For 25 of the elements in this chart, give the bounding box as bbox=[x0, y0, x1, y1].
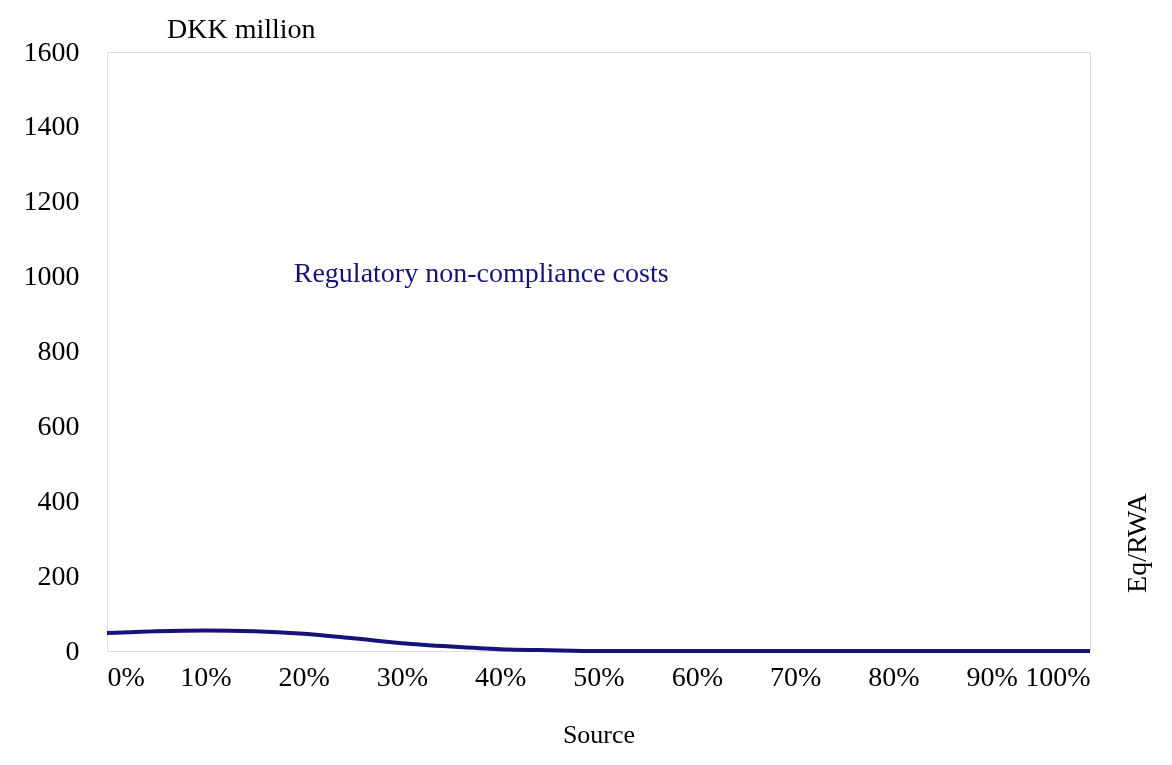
y-tick-label: 1000 bbox=[23, 260, 80, 292]
text: Regulatory non-compliance costs bbox=[293, 256, 669, 288]
x-tick-label: 90% bbox=[966, 660, 1018, 692]
y-tick-label: 200 bbox=[37, 559, 80, 591]
y-tick-label: 400 bbox=[37, 484, 80, 516]
x-tick-label: 20% bbox=[278, 660, 330, 692]
x-tick-label: 80% bbox=[868, 660, 920, 692]
x-axis-title: Source bbox=[562, 719, 636, 749]
x-tick-label: 30% bbox=[376, 660, 429, 692]
x-tick-label: 100% bbox=[1025, 660, 1091, 692]
y-tick-label: 0 bbox=[65, 634, 80, 666]
y-tick-label: 1400 bbox=[23, 110, 80, 142]
y-tick-label: 1200 bbox=[23, 185, 80, 217]
y-tick-label: 1600 bbox=[23, 35, 80, 67]
line-series bbox=[105, 628, 1092, 653]
y-tick-label: 800 bbox=[37, 335, 80, 366]
x-tick-label: 10% bbox=[180, 660, 232, 692]
y-tick-label: 600 bbox=[37, 409, 80, 441]
x-tick-label: 50% bbox=[573, 660, 625, 692]
y2-axis-title: Eq/RWA bbox=[1121, 492, 1152, 593]
y-axis-title: DKK million bbox=[167, 13, 316, 44]
x-tick-label: 60% bbox=[671, 660, 723, 692]
x-tick-label: 0% bbox=[107, 660, 145, 692]
x-tick-label: 70% bbox=[769, 660, 822, 692]
x-tick-label: 40% bbox=[475, 660, 527, 692]
